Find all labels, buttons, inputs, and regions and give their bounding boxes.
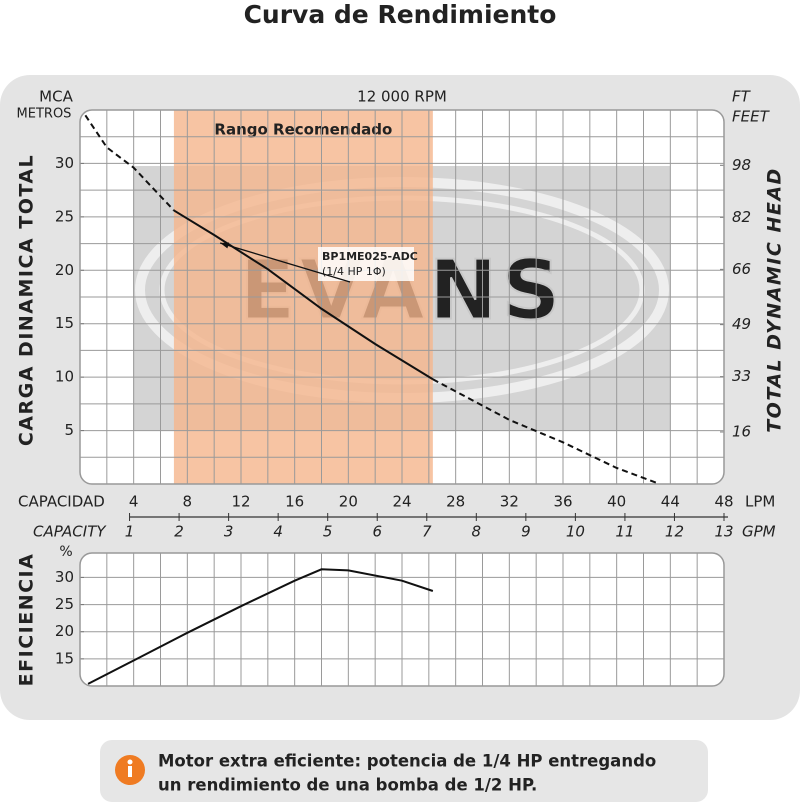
x-label: CAPACIDAD <box>18 493 105 511</box>
y-tick-label: 25 <box>55 207 74 225</box>
arrow-head <box>220 242 230 249</box>
y-tick-label: 30 <box>55 568 74 586</box>
x2-tick-label: 4 <box>273 523 283 541</box>
annotation-box <box>318 247 414 281</box>
y-unit: MCA <box>39 88 73 106</box>
x2-tick-label: 7 <box>422 523 432 541</box>
page-title: Curva de Rendimiento <box>244 0 557 29</box>
x-tick-label: 40 <box>607 493 626 511</box>
x2-tick-label: 6 <box>372 523 382 541</box>
y2-tick-label: 33 <box>732 367 751 385</box>
annotation-text: (1/4 HP 1Φ) <box>322 265 386 278</box>
y-label: EFICIENCIA <box>16 553 38 687</box>
y2-tick-label: 98 <box>732 156 751 174</box>
y-tick-label: 5 <box>64 421 74 439</box>
y2-tick-label: 82 <box>732 208 751 226</box>
annotation-name: BP1ME025-ADC <box>322 250 418 263</box>
x-tick-label: 28 <box>446 493 465 511</box>
plot-border <box>79 552 725 687</box>
x2-tick-label: 11 <box>615 523 634 541</box>
x-tick-label: 20 <box>339 493 358 511</box>
y2-tick-label: 66 <box>732 260 751 278</box>
curve <box>173 209 434 381</box>
x2-tick-label: 13 <box>714 523 733 541</box>
x-tick-label: 8 <box>183 493 193 511</box>
x2-tick-label: 9 <box>521 523 531 541</box>
x-tick-label: 12 <box>231 493 250 511</box>
y-tick-label: 15 <box>55 314 74 332</box>
y-tick-label: 20 <box>55 261 74 279</box>
note-box <box>100 740 708 802</box>
curve <box>432 378 658 484</box>
x2-tick-label: 5 <box>323 523 333 541</box>
y2-tick-label: 49 <box>732 315 751 333</box>
x-tick-label: 32 <box>500 493 519 511</box>
x2-tick-label: 8 <box>472 523 482 541</box>
curve <box>87 568 434 685</box>
y-unit: % <box>59 544 72 560</box>
y2-unit: FEET <box>732 108 771 126</box>
y-label: CARGA DINAMICA TOTAL <box>16 154 38 446</box>
x-tick-label: 44 <box>661 493 680 511</box>
y2-tick-label: 16 <box>732 422 751 440</box>
info-icon-dot <box>127 759 133 765</box>
x2-label: CAPACITY <box>33 523 107 541</box>
plot-border <box>79 109 725 485</box>
x2-tick-label: 2 <box>174 523 184 541</box>
y-tick-label: 25 <box>55 595 74 613</box>
x-tick-label: 16 <box>285 493 304 511</box>
x2-tick-label: 10 <box>566 523 585 541</box>
y2-unit: FT <box>732 88 752 106</box>
y-tick-label: 10 <box>55 368 74 386</box>
note-line: un rendimiento de una bomba de 1/2 HP. <box>158 776 537 795</box>
x-tick-label: 36 <box>553 493 572 511</box>
y2-label: TOTAL DYNAMIC HEAD <box>764 167 786 433</box>
x2-tick-label: 3 <box>224 523 234 541</box>
y-tick-label: 30 <box>55 154 74 172</box>
x-tick-label: 4 <box>129 493 139 511</box>
y-unit: METROS <box>17 107 72 122</box>
note-line: Motor extra eficiente: potencia de 1/4 H… <box>158 752 656 771</box>
x2-tick-label: 1 <box>125 523 135 541</box>
top-label: 12 000 RPM <box>357 88 447 106</box>
curve <box>84 114 175 212</box>
y-tick-label: 15 <box>55 649 74 667</box>
annotation-arrow <box>219 242 351 283</box>
x2-unit: GPM <box>742 523 776 541</box>
x2-tick-label: 12 <box>665 523 684 541</box>
info-icon-bar <box>128 766 132 777</box>
x-tick-label: 24 <box>392 493 411 511</box>
x-unit: LPM <box>745 493 775 511</box>
x-tick-label: 48 <box>714 493 733 511</box>
y-tick-label: 20 <box>55 622 74 640</box>
